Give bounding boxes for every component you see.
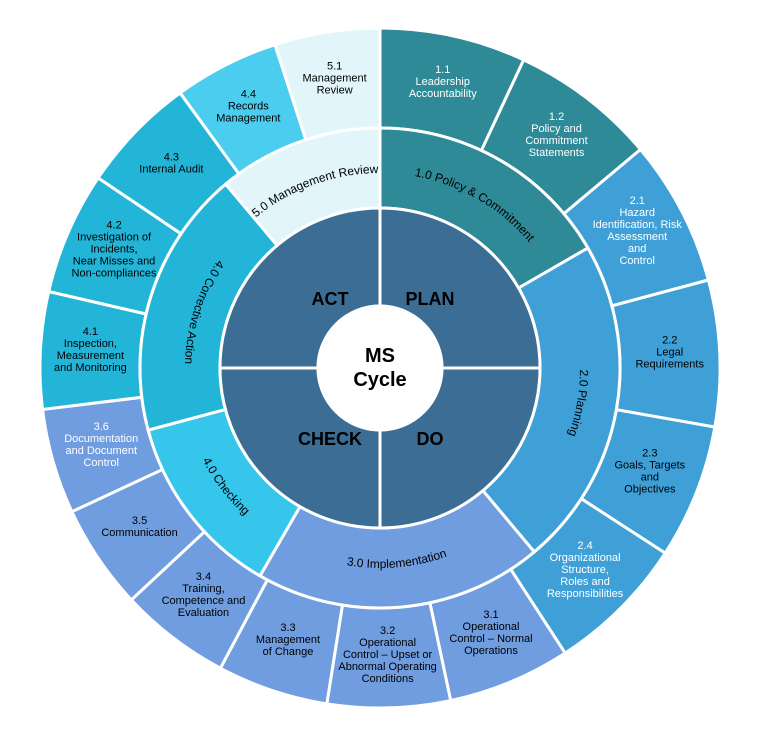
core-label-check: CHECK — [298, 429, 362, 449]
ms-cycle-wheel: 1.1LeadershipAccountability1.2Policy and… — [0, 0, 760, 737]
core-label-act: ACT — [312, 289, 349, 309]
core-label-do: DO — [417, 429, 444, 449]
core-label-plan: PLAN — [406, 289, 455, 309]
center-circle — [318, 306, 442, 430]
